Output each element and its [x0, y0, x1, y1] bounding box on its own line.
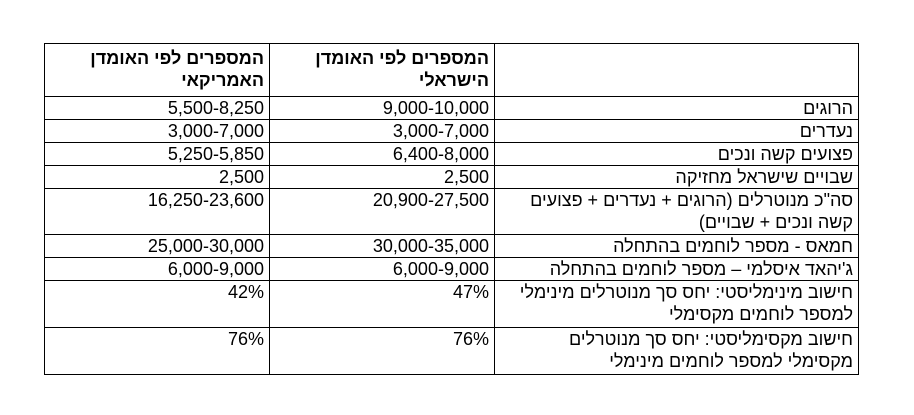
row-label: חמאס - מספר לוחמים בהתחלה: [494, 234, 859, 258]
header-cell-israeli-estimate: המספרים לפי האומדן הישראלי: [269, 43, 495, 97]
row-label: סה"כ מנוטרלים (הרוגים + נעדרים + פצועים …: [494, 188, 859, 235]
american-value: 6,000-9,000: [44, 257, 270, 281]
israeli-value: 6,000-9,000: [269, 257, 495, 281]
header-cell-american-estimate: המספרים לפי האומדן האמריקאי: [44, 43, 270, 97]
row-label: פצועים קשה ונכים: [494, 142, 859, 166]
table-row: שבויים שישראל מחזיקה 2,500 2,500: [44, 165, 859, 189]
row-label: חישוב מינימליסטי: יחס סך מנוטרלים מינימל…: [494, 280, 859, 328]
table-row: חישוב מינימליסטי: יחס סך מנוטרלים מינימל…: [44, 280, 859, 328]
american-value: 3,000-7,000: [44, 119, 270, 143]
row-label: שבויים שישראל מחזיקה: [494, 165, 859, 189]
table-row: חמאס - מספר לוחמים בהתחלה 30,000-35,000 …: [44, 234, 859, 258]
row-label: ג'יהאד איסלמי – מספר לוחמים בהתחלה: [494, 257, 859, 281]
header-cell-category: [494, 43, 859, 97]
american-value: 5,250-5,850: [44, 142, 270, 166]
israeli-value: 9,000-10,000: [269, 96, 495, 120]
header-row: המספרים לפי האומדן הישראלי המספרים לפי ה…: [44, 43, 859, 97]
table-row: ג'יהאד איסלמי – מספר לוחמים בהתחלה 6,000…: [44, 257, 859, 281]
american-value: 16,250-23,600: [44, 188, 270, 235]
data-table: המספרים לפי האומדן הישראלי המספרים לפי ה…: [44, 43, 859, 375]
israeli-value: 3,000-7,000: [269, 119, 495, 143]
table-row: נעדרים 3,000-7,000 3,000-7,000: [44, 119, 859, 143]
table-row: הרוגים 9,000-10,000 5,500-8,250: [44, 96, 859, 120]
israeli-value: 47%: [269, 280, 495, 328]
row-label: חישוב מקסימליסטי: יחס סך מנוטרלים מקסימל…: [494, 327, 859, 375]
table-row: חישוב מקסימליסטי: יחס סך מנוטרלים מקסימל…: [44, 327, 859, 375]
israeli-value: 76%: [269, 327, 495, 375]
israeli-value: 6,400-8,000: [269, 142, 495, 166]
american-value: 25,000-30,000: [44, 234, 270, 258]
row-label: הרוגים: [494, 96, 859, 120]
israeli-value: 20,900-27,500: [269, 188, 495, 235]
row-label: נעדרים: [494, 119, 859, 143]
american-value: 42%: [44, 280, 270, 328]
american-value: 2,500: [44, 165, 270, 189]
american-value: 5,500-8,250: [44, 96, 270, 120]
israeli-value: 30,000-35,000: [269, 234, 495, 258]
table-row: סה"כ מנוטרלים (הרוגים + נעדרים + פצועים …: [44, 188, 859, 235]
table-row: פצועים קשה ונכים 6,400-8,000 5,250-5,850: [44, 142, 859, 166]
american-value: 76%: [44, 327, 270, 375]
israeli-value: 2,500: [269, 165, 495, 189]
